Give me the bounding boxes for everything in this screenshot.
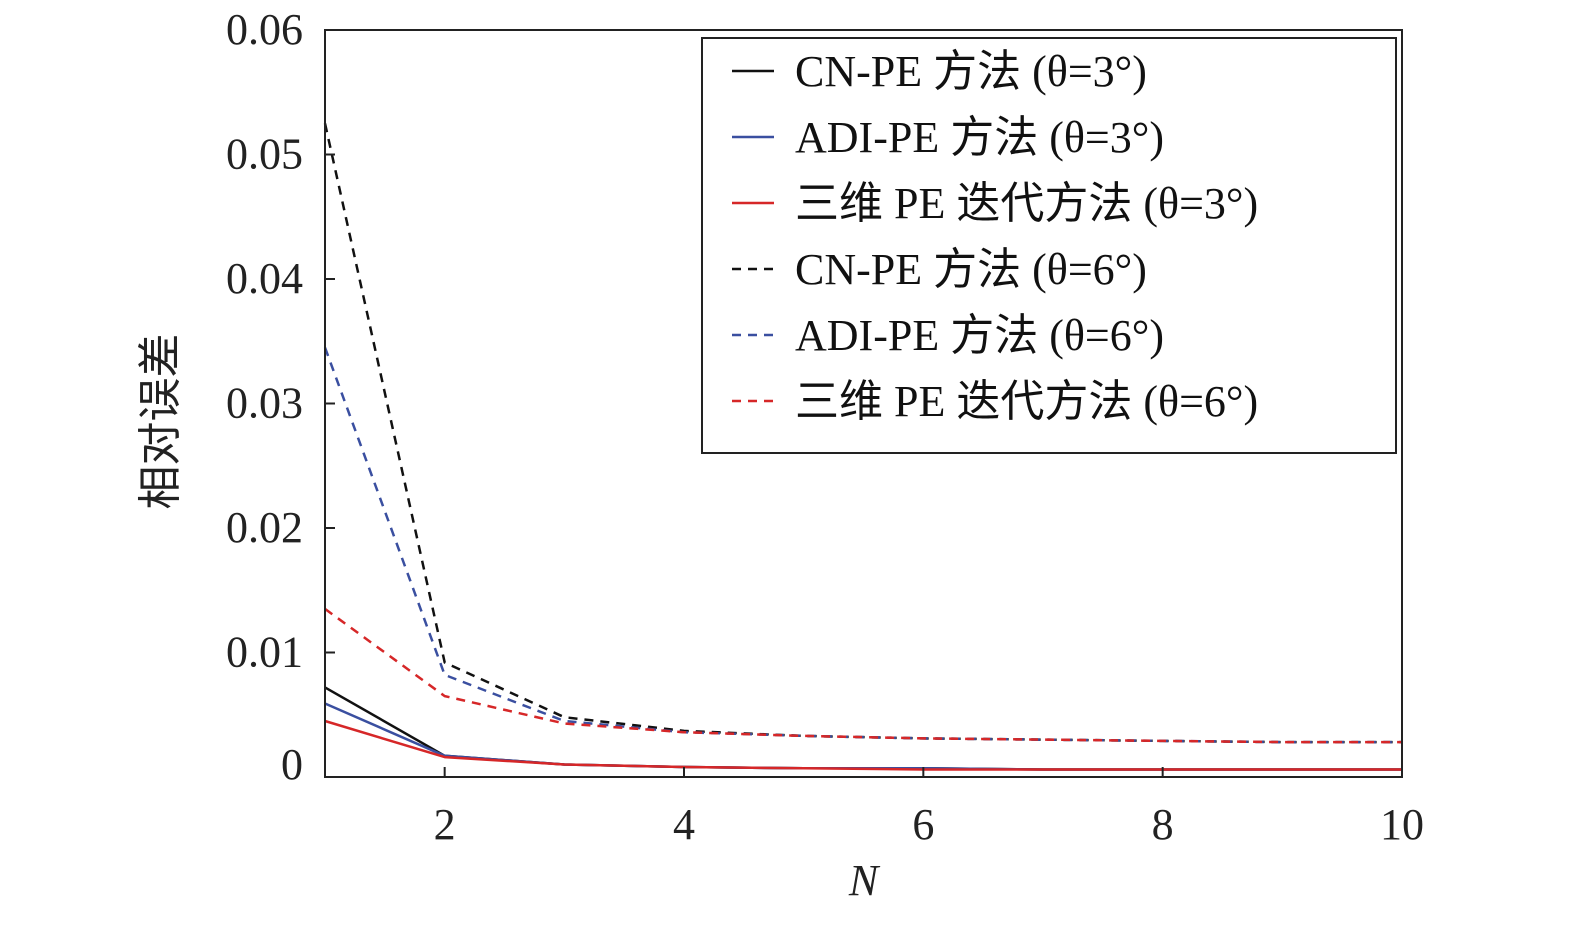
x-tick-label: 8 [1152, 800, 1174, 849]
legend-label-4: CN-PE 方法 (θ=6°) [795, 245, 1147, 294]
y-tick-label: 0.04 [226, 254, 303, 303]
x-tick-label: 2 [434, 800, 456, 849]
y-tick-label: 0 [281, 740, 303, 789]
ticks-layer: 2 4 6 8 10 0 0.01 0.02 0.03 0.04 0.05 0.06 [226, 5, 1424, 849]
legend-box [701, 37, 1397, 454]
series-layer [323, 123, 1402, 771]
x-axis-title: N [848, 856, 881, 905]
series-line-3 [324, 719, 1402, 771]
y-tick-label: 0.01 [226, 628, 303, 677]
y-tick-label: 0.05 [226, 130, 303, 179]
series-line-6 [324, 607, 1402, 744]
y-tick-label: 0.06 [226, 5, 303, 54]
series-line-5 [323, 347, 1402, 744]
legend-label-3: 三维 PE 迭代方法 (θ=3°) [795, 179, 1258, 228]
y-tick-label: 0.02 [226, 503, 303, 552]
x-tick-label: 6 [912, 800, 934, 849]
x-tick-label: 10 [1380, 800, 1424, 849]
x-tick-label: 4 [673, 800, 695, 849]
legend-label-1: CN-PE 方法 (θ=3°) [795, 47, 1147, 96]
legend-label-5: ADI-PE 方法 (θ=6°) [795, 311, 1164, 360]
y-axis-title: 相对误差 [136, 334, 185, 510]
series-line-1 [324, 686, 1402, 771]
legend-label-2: ADI-PE 方法 (θ=3°) [795, 113, 1164, 162]
legend: CN-PE 方法 (θ=3°) ADI-PE 方法 (θ=3°) 三维 PE 迭代方… [701, 37, 1397, 454]
y-tick-label: 0.03 [226, 379, 303, 428]
legend-label-6: 三维 PE 迭代方法 (θ=6°) [795, 377, 1258, 426]
